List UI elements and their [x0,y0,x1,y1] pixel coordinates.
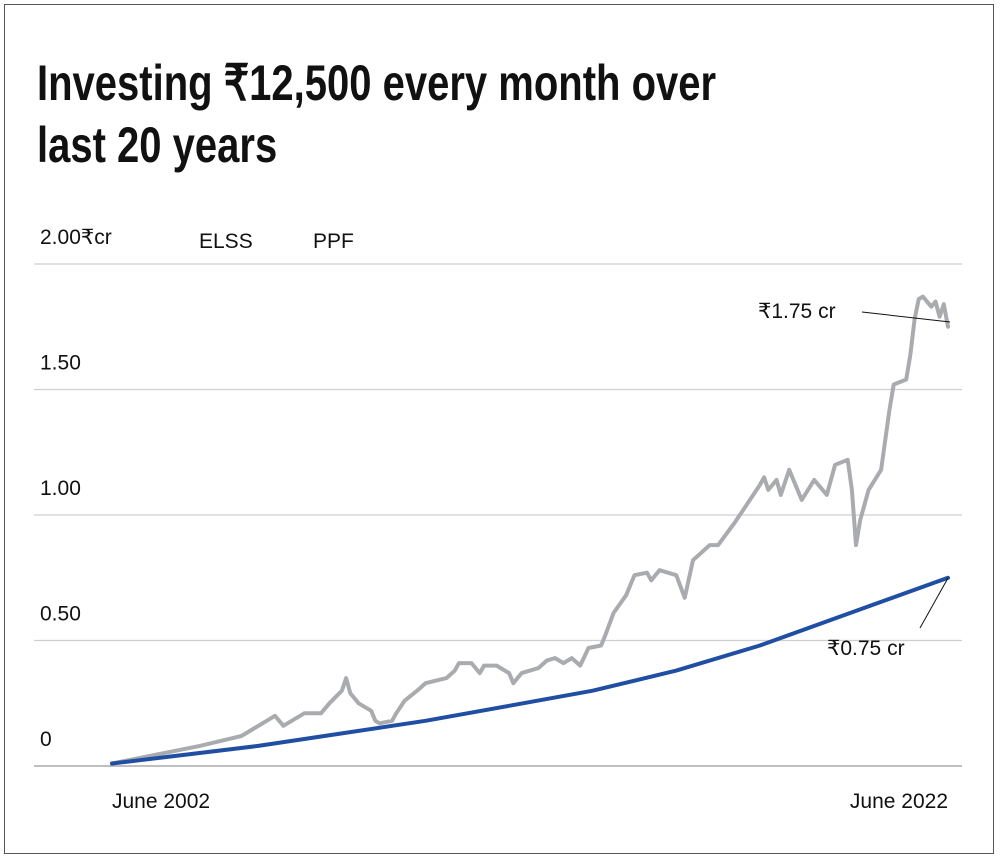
series-line-ppf [110,575,950,766]
y-tick-label: 2.00₹cr [40,226,112,249]
ppf-annotation-leader [919,577,949,629]
y-tick-label: 0.50 [40,603,81,626]
y-tick-label: 1.00 [40,477,81,500]
legend-elss: ELSS [199,230,253,253]
elss-annotation-leader [861,311,951,323]
title-line-2: last 20 years [37,117,278,173]
ppf-end-label: ₹0.75 cr [827,637,905,660]
series-line-elss [110,294,950,766]
y-tick-label: 0 [40,728,52,751]
legend-ppf: PPF [313,230,354,253]
x-tick-label: June 2022 [850,790,948,813]
title-line-1: Investing ₹12,500 every month over [37,55,717,111]
x-tick-label: June 2002 [112,790,210,813]
y-tick-label: 1.50 [40,352,81,375]
elss-end-label: ₹1.75 cr [758,300,836,323]
chart-frame [4,4,994,854]
chart-title: Investing ₹12,500 every month over last … [37,52,716,176]
